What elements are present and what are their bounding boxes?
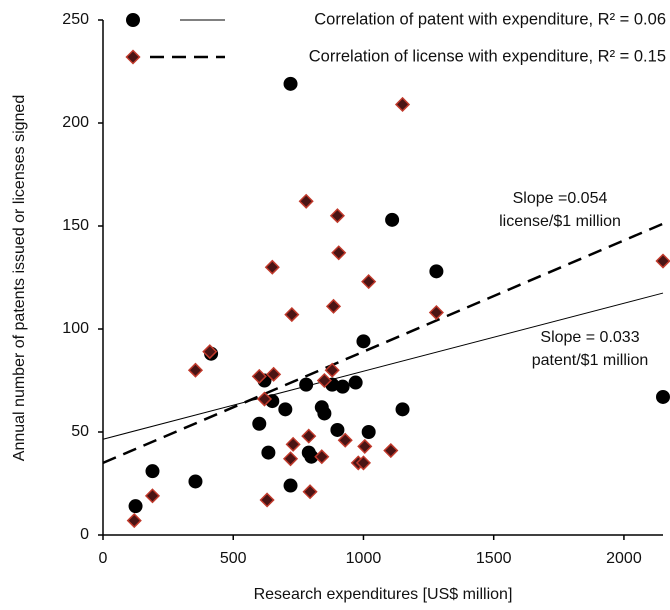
point	[259, 492, 275, 508]
y-tick-label: 0	[80, 526, 89, 543]
point	[335, 379, 350, 394]
y-tick-label: 50	[71, 423, 89, 440]
y-tick-label: 250	[62, 11, 89, 28]
point	[655, 253, 670, 269]
point	[298, 193, 314, 209]
point	[385, 212, 400, 227]
point	[361, 425, 376, 439]
annotation: Slope = 0.033	[540, 329, 639, 346]
x-tick-label: 0	[99, 550, 108, 567]
point	[325, 298, 342, 314]
annotation: patent/$1 million	[532, 352, 649, 369]
point	[355, 455, 372, 471]
point	[301, 428, 317, 444]
point	[302, 484, 318, 500]
point	[348, 375, 363, 390]
point	[428, 304, 444, 321]
point	[283, 478, 298, 493]
point	[656, 389, 670, 404]
point	[188, 474, 203, 489]
y-tick-label: 150	[62, 217, 89, 234]
x-tick-label: 500	[220, 550, 247, 567]
trend-line	[102, 222, 664, 465]
point	[383, 442, 399, 459]
x-tick-label: 2000	[606, 550, 642, 567]
point	[324, 362, 340, 378]
annotation: license/$1 million	[499, 213, 621, 230]
point	[187, 362, 204, 378]
legend-marker	[126, 13, 140, 27]
point	[395, 402, 410, 417]
y-tick-label: 100	[62, 320, 89, 337]
point	[314, 449, 330, 465]
y-tick-label: 200	[62, 114, 89, 131]
x-axis-label: Research expenditures [US$ million]	[254, 586, 513, 603]
point	[330, 422, 345, 437]
point	[261, 445, 276, 460]
point	[331, 245, 347, 261]
point	[357, 438, 373, 454]
x-tick-label: 1000	[346, 550, 382, 567]
point	[394, 96, 411, 113]
point	[285, 436, 301, 452]
trend-line	[102, 292, 664, 440]
point	[264, 259, 280, 275]
annotation: Slope =0.054	[513, 190, 608, 207]
point	[252, 416, 267, 431]
point	[337, 432, 353, 448]
point	[356, 334, 371, 349]
point	[144, 488, 161, 504]
point	[278, 402, 293, 417]
legend-marker	[125, 49, 141, 65]
legend-label: Correlation of patent with expenditure, …	[314, 10, 666, 28]
legend-label: Correlation of license with expenditure,…	[309, 47, 666, 65]
point	[361, 274, 377, 290]
point	[145, 464, 160, 479]
point	[266, 366, 282, 382]
point	[329, 208, 345, 224]
point	[126, 513, 142, 529]
point	[284, 307, 300, 323]
point	[316, 372, 332, 389]
point	[317, 406, 332, 421]
point	[128, 499, 143, 514]
point	[251, 368, 267, 384]
point	[282, 451, 299, 467]
point	[283, 76, 298, 91]
y-axis-label: Annual number of patents issued or licen…	[11, 95, 28, 461]
point	[299, 377, 314, 392]
x-tick-label: 1500	[476, 550, 512, 567]
point	[429, 264, 444, 279]
point	[256, 391, 273, 407]
point	[202, 344, 218, 360]
